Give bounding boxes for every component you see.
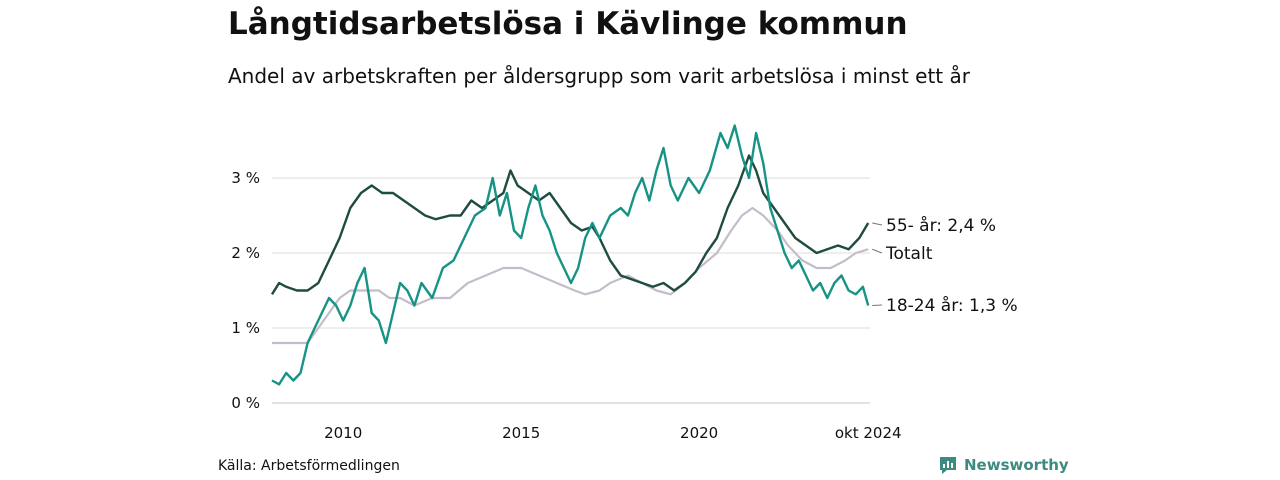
x-tick-label: okt 2024	[835, 424, 902, 442]
bar-chart-logo-icon	[940, 457, 956, 474]
brand-logo: Newsworthy	[938, 455, 1069, 475]
series-line-age55	[270, 154, 870, 295]
x-tick-label: 2015	[502, 424, 540, 442]
y-tick-label: 2 %	[231, 244, 260, 262]
brand-name: Newsworthy	[964, 456, 1069, 474]
x-tick-label: 2020	[680, 424, 718, 442]
series-end-label: 55- år: 2,4 %	[886, 215, 996, 236]
series-end-label: 18-24 år: 1,3 %	[886, 295, 1018, 316]
y-tick-label: 3 %	[231, 169, 260, 187]
x-tick-label: 2010	[324, 424, 362, 442]
chart-subtitle: Andel av arbetskraften per åldersgrupp s…	[228, 64, 970, 88]
source-note: Källa: Arbetsförmedlingen	[218, 458, 400, 474]
label-leader-line	[872, 304, 883, 306]
series-end-label: Totalt	[885, 244, 933, 264]
y-tick-label: 1 %	[231, 319, 260, 337]
y-tick-label: 0 %	[231, 394, 260, 412]
label-leader-line	[872, 248, 883, 254]
series-line-age1824	[271, 124, 870, 386]
label-leader-line	[872, 222, 883, 226]
chart-title: Långtidsarbetslösa i Kävlinge kommun	[228, 6, 908, 42]
